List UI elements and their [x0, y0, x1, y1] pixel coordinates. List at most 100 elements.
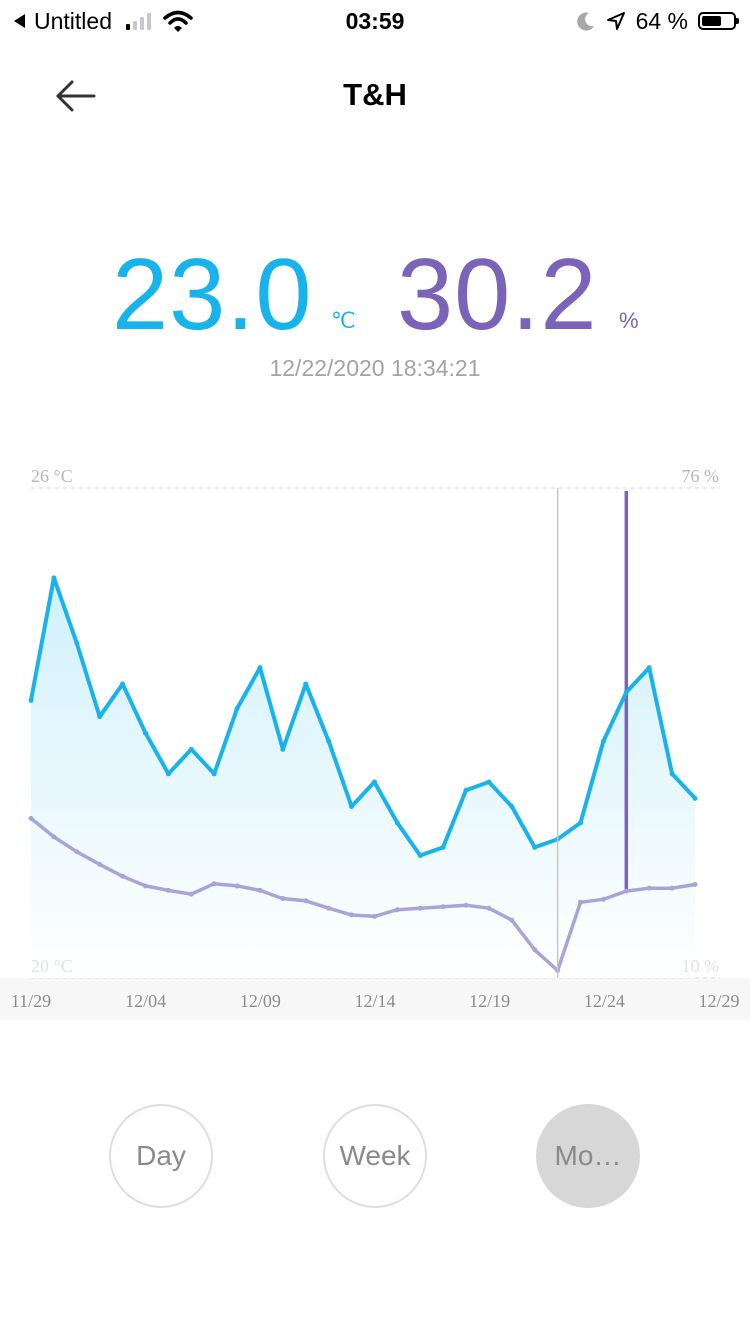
navigation-bar: T&H — [0, 60, 750, 130]
humidity-point — [600, 896, 606, 902]
temperature-point — [486, 779, 492, 785]
temperature-point — [646, 665, 652, 671]
x-tick-label: 12/14 — [354, 991, 395, 1011]
temperature-point — [234, 706, 240, 711]
temperature-area — [31, 577, 695, 978]
humidity-point — [303, 898, 309, 904]
left-axis-bottom-label: 20 °C — [31, 956, 73, 976]
x-tick-label: 12/29 — [698, 991, 739, 1011]
temperature-point — [509, 804, 515, 809]
reading-timestamp: 12/22/2020 18:34:21 — [269, 355, 481, 381]
x-tick-label: 12/24 — [584, 991, 625, 1011]
temperature-point — [463, 787, 469, 793]
temperature-point — [188, 746, 194, 752]
status-time: 03:59 — [345, 8, 405, 34]
history-chart[interactable]: 26 °C 20 °C 76 % 10 % 11/29 12/04 12/09 12/14 12… — [0, 455, 750, 1020]
x-tick-label: 12/19 — [469, 991, 510, 1011]
humidity-point — [509, 917, 515, 923]
humidity-point — [463, 902, 469, 908]
humidity-point — [578, 899, 584, 905]
humidity-point — [440, 904, 446, 910]
x-tick-label: 11/29 — [11, 991, 51, 1011]
page-title: T&H — [343, 77, 407, 112]
temperature-line — [29, 575, 697, 858]
temperature-unit: ℃ — [331, 308, 356, 333]
humidity-point — [532, 947, 538, 953]
temperature-point — [440, 844, 446, 850]
humidity-point — [371, 913, 377, 919]
location-arrow-icon — [606, 12, 625, 30]
temperature-point — [417, 853, 423, 858]
temperature-point — [623, 689, 629, 695]
right-axis-bottom-label: 10 % — [682, 956, 720, 976]
humidity-point — [326, 905, 332, 911]
back-app-label: Untitled — [34, 7, 112, 34]
period-day-button[interactable]: Day — [109, 1104, 213, 1208]
humidity-point — [211, 881, 217, 887]
temperature-point — [669, 771, 675, 777]
temperature-point — [394, 820, 400, 826]
moon-icon — [576, 12, 594, 31]
left-axis-top-label: 26 °C — [31, 466, 73, 486]
back-triangle-icon — [14, 14, 25, 28]
humidity-point — [623, 888, 629, 894]
temperature-point — [692, 795, 698, 801]
humidity-point — [669, 885, 675, 891]
temperature-point — [280, 746, 286, 752]
humidity-point — [165, 887, 171, 893]
humidity-point — [234, 883, 240, 889]
status-bar-right: 64 % — [576, 4, 739, 38]
humidity-point — [188, 891, 194, 897]
humidity-unit: % — [619, 308, 639, 333]
temperature-point — [28, 697, 34, 703]
humidity-point — [51, 834, 57, 840]
temperature-point — [600, 738, 606, 744]
humidity-point — [349, 912, 355, 918]
wifi-icon — [163, 10, 193, 32]
humidity-point — [142, 883, 148, 889]
humidity-point — [417, 905, 423, 911]
x-tick-label: 12/09 — [240, 991, 281, 1011]
temperature-point — [578, 820, 584, 826]
temperature-point — [211, 771, 217, 777]
humidity-point — [692, 881, 698, 887]
signal-icon — [125, 12, 151, 30]
battery-icon — [698, 12, 739, 30]
x-axis-band — [0, 978, 750, 1020]
temperature-point — [74, 640, 80, 646]
humidity-point — [120, 873, 126, 879]
humidity-value: 30.2 — [397, 239, 598, 351]
temperature-point — [51, 575, 57, 581]
humidity-point — [74, 849, 80, 855]
status-bar-left[interactable]: Untitled — [14, 4, 193, 38]
current-reading: 23.0 ℃ 30.2 % — [0, 240, 750, 350]
temperature-point — [371, 779, 377, 785]
right-axis-top-label: 76 % — [682, 466, 720, 486]
temperature-point — [326, 738, 332, 744]
status-bar: Untitled 03:59 64 % — [0, 0, 750, 42]
temperature-point — [142, 730, 148, 736]
temperature-point — [303, 681, 309, 687]
temperature-point — [120, 681, 126, 687]
period-month-button[interactable]: Mo… — [536, 1104, 640, 1208]
humidity-point — [646, 885, 652, 891]
humidity-point — [257, 887, 263, 893]
temperature-value: 23.0 — [112, 239, 313, 351]
temperature-point — [257, 665, 263, 671]
humidity-point — [486, 905, 492, 911]
humidity-point — [394, 907, 400, 913]
period-week-button[interactable]: Week — [323, 1104, 427, 1208]
x-tick-label: 12/04 — [125, 991, 166, 1011]
period-selector: Day Week Mo… — [0, 1104, 750, 1208]
temperature-point — [97, 714, 103, 720]
back-arrow-icon[interactable] — [50, 74, 100, 118]
humidity-point — [97, 861, 103, 867]
temperature-point — [349, 804, 355, 809]
temperature-point — [532, 844, 538, 850]
humidity-point — [28, 815, 34, 821]
humidity-line — [29, 817, 696, 973]
humidity-point — [280, 896, 286, 902]
history-chart-svg[interactable]: 26 °C 20 °C 76 % 10 % 11/29 12/04 12/09 12/14 12… — [0, 455, 750, 1020]
temperature-point — [165, 771, 171, 777]
battery-percent: 64 % — [635, 7, 688, 34]
